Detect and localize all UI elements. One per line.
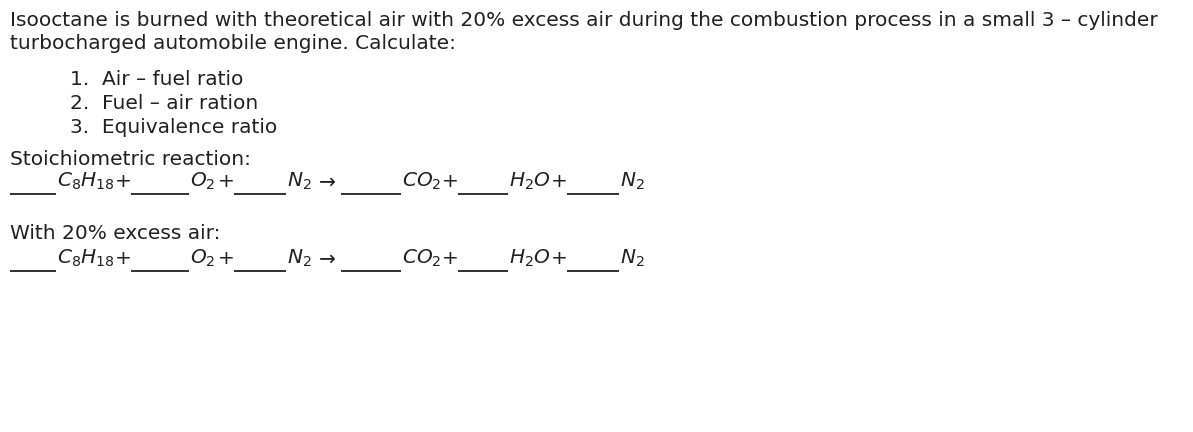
Text: With 20% excess air:: With 20% excess air: xyxy=(10,224,221,243)
Text: +: + xyxy=(551,249,568,268)
Text: $\rightarrow$: $\rightarrow$ xyxy=(315,172,336,191)
Text: turbocharged automobile engine. Calculate:: turbocharged automobile engine. Calculat… xyxy=(10,34,456,53)
Text: $\mathit{H_2O}$: $\mathit{H_2O}$ xyxy=(509,248,551,269)
Text: $\mathit{H_2O}$: $\mathit{H_2O}$ xyxy=(509,171,551,192)
Text: +: + xyxy=(115,249,132,268)
Text: $\mathit{O_2}$: $\mathit{O_2}$ xyxy=(190,248,216,269)
Text: Isooctane is burned with theoretical air with 20% excess air during the combusti: Isooctane is burned with theoretical air… xyxy=(10,11,1157,30)
Text: +: + xyxy=(218,249,235,268)
Text: $\mathit{N_2}$: $\mathit{N_2}$ xyxy=(620,171,644,192)
Text: 1.  Air – fuel ratio: 1. Air – fuel ratio xyxy=(70,70,243,89)
Text: $\mathit{N_2}$: $\mathit{N_2}$ xyxy=(620,248,644,269)
Text: $\mathit{N_2}$: $\mathit{N_2}$ xyxy=(288,248,311,269)
Text: +: + xyxy=(441,172,459,191)
Text: +: + xyxy=(218,172,235,191)
Text: $\mathit{C_8H_{18}}$: $\mathit{C_8H_{18}}$ xyxy=(57,248,115,269)
Text: +: + xyxy=(115,172,132,191)
Text: $\mathit{O_2}$: $\mathit{O_2}$ xyxy=(190,171,216,192)
Text: $\rightarrow$: $\rightarrow$ xyxy=(315,249,336,268)
Text: +: + xyxy=(441,249,459,268)
Text: $\mathit{C_8H_{18}}$: $\mathit{C_8H_{18}}$ xyxy=(57,171,115,192)
Text: +: + xyxy=(551,172,568,191)
Text: 3.  Equivalence ratio: 3. Equivalence ratio xyxy=(70,118,277,137)
Text: $\mathit{CO_2}$: $\mathit{CO_2}$ xyxy=(402,248,441,269)
Text: $\mathit{CO_2}$: $\mathit{CO_2}$ xyxy=(402,171,441,192)
Text: Stoichiometric reaction:: Stoichiometric reaction: xyxy=(10,150,251,169)
Text: $\mathit{N_2}$: $\mathit{N_2}$ xyxy=(288,171,311,192)
Text: 2.  Fuel – air ration: 2. Fuel – air ration xyxy=(70,94,258,113)
